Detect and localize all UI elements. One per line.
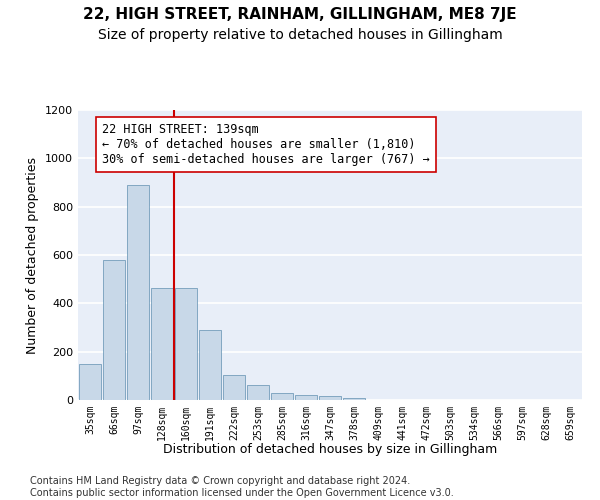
Bar [343, 398, 365, 400]
Bar [247, 385, 269, 400]
Text: 22 HIGH STREET: 139sqm
← 70% of detached houses are smaller (1,810)
30% of semi-: 22 HIGH STREET: 139sqm ← 70% of detached… [102, 124, 430, 166]
Bar [175, 288, 197, 400]
Bar [103, 260, 125, 400]
Bar [199, 330, 221, 400]
Bar [79, 364, 101, 400]
Bar [127, 185, 149, 400]
Text: Distribution of detached houses by size in Gillingham: Distribution of detached houses by size … [163, 442, 497, 456]
Y-axis label: Number of detached properties: Number of detached properties [26, 156, 40, 354]
Bar [295, 395, 317, 400]
Bar [319, 396, 341, 400]
Text: 22, HIGH STREET, RAINHAM, GILLINGHAM, ME8 7JE: 22, HIGH STREET, RAINHAM, GILLINGHAM, ME… [83, 8, 517, 22]
Text: Size of property relative to detached houses in Gillingham: Size of property relative to detached ho… [98, 28, 502, 42]
Bar [223, 374, 245, 400]
Bar [271, 393, 293, 400]
Text: Contains HM Land Registry data © Crown copyright and database right 2024.
Contai: Contains HM Land Registry data © Crown c… [30, 476, 454, 498]
Bar [151, 288, 173, 400]
